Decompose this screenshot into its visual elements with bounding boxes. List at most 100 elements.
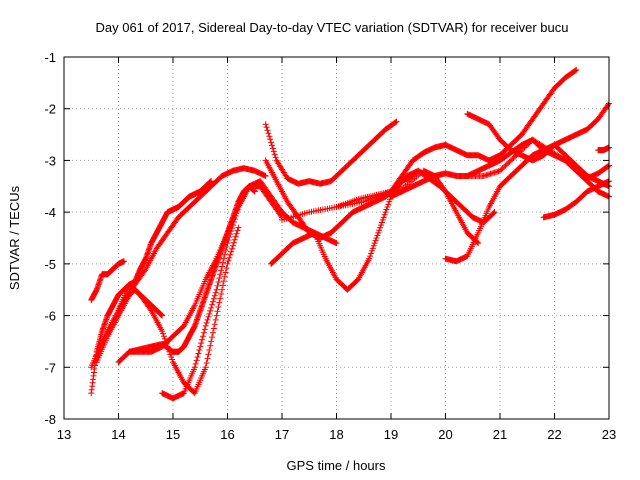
data-point — [230, 239, 237, 246]
data-point — [231, 236, 238, 243]
data-point — [224, 260, 231, 267]
chart-title: Day 061 of 2017, Sidereal Day-to-day VTE… — [95, 20, 568, 35]
data-point — [226, 254, 233, 261]
data-point — [266, 133, 273, 140]
data-point — [159, 328, 166, 335]
data-point — [229, 245, 236, 252]
data-point — [209, 334, 216, 341]
x-tick-label: 22 — [547, 427, 561, 442]
data-point — [223, 265, 230, 272]
data-point — [229, 242, 236, 249]
data-point — [168, 353, 175, 360]
data-point — [214, 282, 221, 289]
data-point — [270, 148, 277, 155]
data-point — [251, 188, 258, 195]
data-point — [376, 227, 383, 234]
data-point — [221, 251, 228, 258]
data-point — [141, 267, 148, 274]
series-12 — [333, 167, 482, 247]
y-tick-label: -8 — [44, 412, 56, 427]
data-point — [229, 222, 236, 229]
y-tick-label: -1 — [44, 50, 56, 65]
data-point — [263, 124, 270, 131]
x-tick-label: 13 — [57, 427, 71, 442]
y-tick-label: -5 — [44, 257, 56, 272]
data-point — [227, 251, 234, 258]
data-point — [517, 148, 524, 155]
data-point — [380, 214, 387, 221]
data-point — [202, 322, 209, 329]
data-point — [161, 335, 168, 342]
data-point — [235, 224, 242, 231]
data-point — [202, 364, 209, 371]
data-point — [218, 267, 225, 274]
data-point — [160, 333, 167, 340]
data-point — [491, 209, 498, 216]
data-point — [386, 198, 393, 205]
data-point — [268, 139, 275, 146]
data-point — [265, 130, 272, 137]
x-tick-label: 20 — [438, 427, 452, 442]
data-point — [211, 321, 218, 328]
data-point — [196, 347, 203, 354]
data-point — [209, 298, 216, 305]
data-points — [88, 66, 612, 402]
data-point — [269, 145, 276, 152]
data-point — [205, 351, 212, 358]
data-point — [209, 329, 216, 336]
data-point — [227, 231, 234, 238]
grid-lines — [64, 57, 609, 419]
data-point — [525, 140, 532, 147]
data-point — [212, 289, 219, 296]
data-point — [217, 295, 224, 302]
data-point — [195, 350, 202, 357]
data-point — [516, 149, 523, 156]
data-point — [526, 139, 533, 146]
y-tick-label: -3 — [44, 153, 56, 168]
y-tick-label: -2 — [44, 102, 56, 117]
data-point — [210, 295, 217, 302]
data-point — [197, 343, 204, 350]
data-point — [216, 275, 223, 282]
data-point — [392, 119, 399, 126]
data-point — [382, 209, 389, 216]
data-point — [503, 161, 510, 168]
data-point — [222, 247, 229, 254]
series-17 — [540, 178, 612, 221]
data-point — [371, 240, 378, 247]
data-point — [378, 219, 385, 226]
data-point — [262, 172, 269, 179]
series-8 — [262, 118, 400, 187]
data-point — [198, 340, 205, 347]
y-tick-label: -4 — [44, 205, 56, 220]
data-point — [160, 330, 167, 337]
data-point — [272, 154, 279, 161]
y-axis-label: SDTVAR / TECUs — [7, 185, 22, 290]
data-point — [225, 237, 232, 244]
data-point — [234, 206, 241, 213]
data-point — [207, 342, 214, 349]
data-point — [384, 203, 391, 210]
data-point — [191, 364, 198, 371]
data-point — [215, 278, 222, 285]
data-point — [219, 259, 226, 266]
data-point — [366, 255, 373, 262]
data-point — [378, 222, 385, 229]
data-point — [510, 154, 517, 161]
data-point — [229, 225, 236, 232]
x-axis-label: GPS time / hours — [287, 458, 386, 473]
data-point — [199, 336, 206, 343]
data-point — [490, 210, 497, 217]
data-point — [507, 157, 514, 164]
data-point — [368, 247, 375, 254]
data-point — [210, 325, 217, 332]
data-point — [501, 163, 508, 170]
data-point — [203, 319, 210, 326]
data-point — [222, 269, 229, 276]
data-point — [215, 303, 222, 310]
x-tick-label: 14 — [111, 427, 125, 442]
data-point — [224, 240, 231, 247]
data-point — [524, 141, 531, 148]
x-tick-label: 18 — [329, 427, 343, 442]
data-point — [230, 219, 237, 226]
